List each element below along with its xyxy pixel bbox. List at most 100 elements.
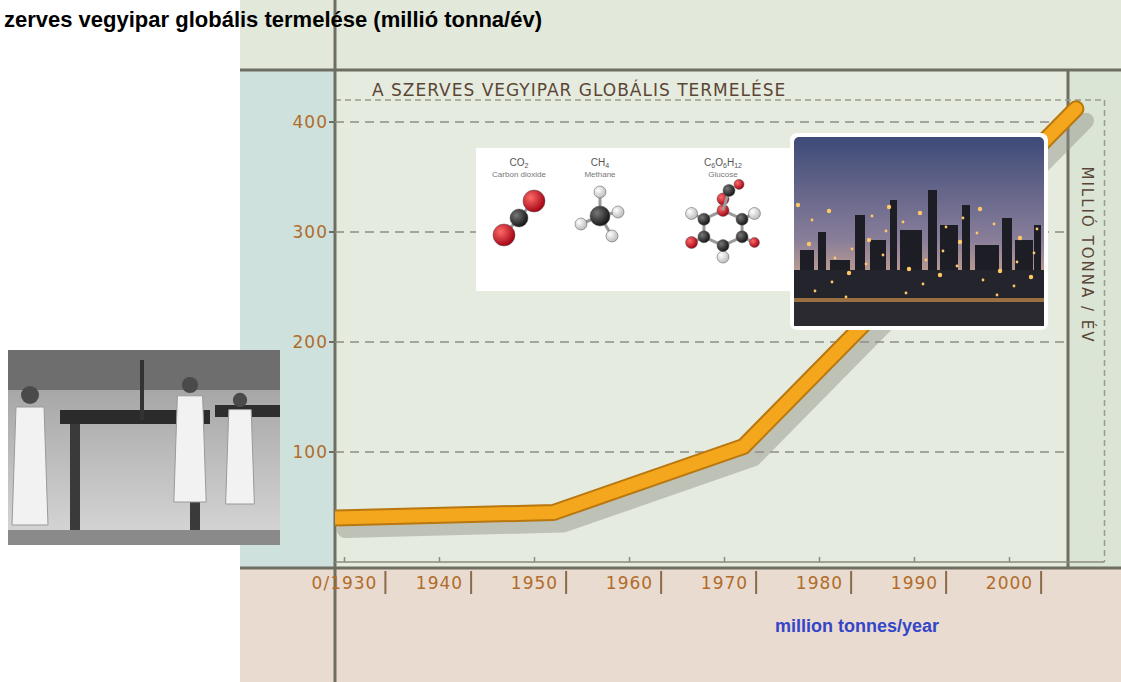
paper: [240, 0, 1121, 682]
molecule-name: Glucose: [708, 170, 738, 179]
photo-light: [958, 240, 962, 244]
photo-person-coat: [12, 407, 48, 525]
y-tick-label: 400: [293, 112, 328, 132]
atom-hydrogen: [686, 207, 698, 219]
x-tick: [344, 557, 346, 562]
photo-light: [845, 296, 848, 299]
molecule-formula: CH4: [591, 157, 609, 169]
atom-oxygen: [734, 179, 744, 189]
atom-carbon: [736, 231, 748, 243]
photo-light: [938, 273, 942, 277]
x-axis-line: [335, 561, 1105, 563]
atom-carbon: [698, 213, 710, 225]
photo-light: [1036, 228, 1039, 231]
molecule-formula: CO2: [510, 157, 529, 169]
photo-person-head: [233, 393, 247, 407]
photo-light: [978, 207, 982, 211]
photo-light: [996, 294, 999, 297]
photo-light: [962, 217, 965, 220]
photo-light: [956, 265, 959, 268]
molecule-panel: CO2Carbon dioxideCH4MethaneC6O6H12Glucos…: [476, 148, 790, 291]
atom-hydrogen: [594, 186, 606, 198]
photo-light: [905, 292, 908, 295]
x-tick: [1009, 557, 1011, 562]
photo-bench-leg: [70, 424, 80, 534]
x-tick: [850, 571, 852, 594]
formula-part: H: [727, 157, 734, 168]
x-tick: [565, 571, 567, 594]
photo-light: [998, 269, 1002, 273]
atom-hydrogen: [748, 207, 760, 219]
photo-person-head: [21, 386, 39, 404]
atom-oxygen: [493, 224, 515, 246]
atom-oxygen: [523, 190, 545, 212]
photo-floor: [8, 530, 280, 545]
x-tick: [755, 571, 757, 594]
photo-light: [907, 267, 911, 271]
x-tick: [945, 571, 947, 594]
photo-light: [871, 215, 874, 218]
atom-carbon: [590, 206, 610, 226]
photo-light: [922, 283, 925, 286]
photo-light: [796, 203, 800, 207]
photo-person-head: [182, 377, 198, 393]
photo-light: [847, 271, 851, 275]
photo-glow: [794, 298, 1044, 302]
photo-stand: [140, 360, 144, 420]
grid-line: [335, 341, 1068, 343]
molecule-name: Carbon dioxide: [492, 170, 546, 179]
paper-right-strip: [1068, 70, 1121, 568]
formula-part: 2: [525, 162, 529, 169]
x-tick-label: 1980: [796, 573, 843, 593]
photo-light: [814, 290, 817, 293]
atom-hydrogen: [717, 251, 729, 263]
formula-part: C: [704, 157, 711, 168]
atom-carbon: [723, 184, 735, 196]
x-tick: [914, 557, 916, 562]
photo-bg: [8, 350, 280, 545]
photo-border: [790, 133, 1048, 330]
y-tick: [329, 451, 335, 453]
frame-line: [240, 69, 1121, 72]
x-tick-label: 1940: [416, 573, 463, 593]
lab-photo: [8, 350, 280, 545]
x-tick-label: 1990: [891, 573, 938, 593]
formula-part: CH: [591, 157, 605, 168]
y-tick-label: 300: [293, 222, 328, 242]
photo-light: [885, 230, 888, 233]
x-tick: [819, 557, 821, 562]
molecule-formula: C6O6H12: [704, 157, 742, 169]
atom-hydrogen: [575, 218, 587, 230]
paper-bottom-band: [240, 568, 1121, 682]
y-tick-label: 200: [293, 332, 328, 352]
page-title: zerves vegyipar globális termelése (mill…: [4, 7, 542, 32]
photo-person-coat: [226, 410, 255, 504]
line-outline: [335, 109, 1076, 518]
photo-light: [993, 223, 996, 226]
x-tick-label: 1970: [701, 573, 748, 593]
atom-oxygen: [749, 238, 759, 248]
photo-light: [811, 219, 814, 222]
photo-light: [925, 259, 928, 262]
x-tick: [384, 571, 386, 594]
formula-part: 12: [734, 162, 742, 169]
atom-carbon: [736, 213, 748, 225]
y-tick: [329, 121, 335, 123]
x-tick: [660, 571, 662, 594]
x-tick-label: 1960: [606, 573, 653, 593]
grid-line: [335, 121, 1068, 123]
formula-part: CO: [510, 157, 525, 168]
atom-carbon: [510, 209, 528, 227]
x-tick-label: 1950: [511, 573, 558, 593]
x-tick-label: 2000: [986, 573, 1033, 593]
atom-hydrogen: [612, 206, 624, 218]
x-tick: [470, 571, 472, 594]
atom-carbon: [698, 231, 710, 243]
x-tick: [439, 557, 441, 562]
photo-person-coat: [174, 396, 206, 502]
y-tick: [329, 341, 335, 343]
photo-light: [1016, 261, 1019, 264]
line-shadow: [345, 121, 1086, 530]
data-line: [335, 109, 1076, 518]
x-tick: [724, 557, 726, 562]
